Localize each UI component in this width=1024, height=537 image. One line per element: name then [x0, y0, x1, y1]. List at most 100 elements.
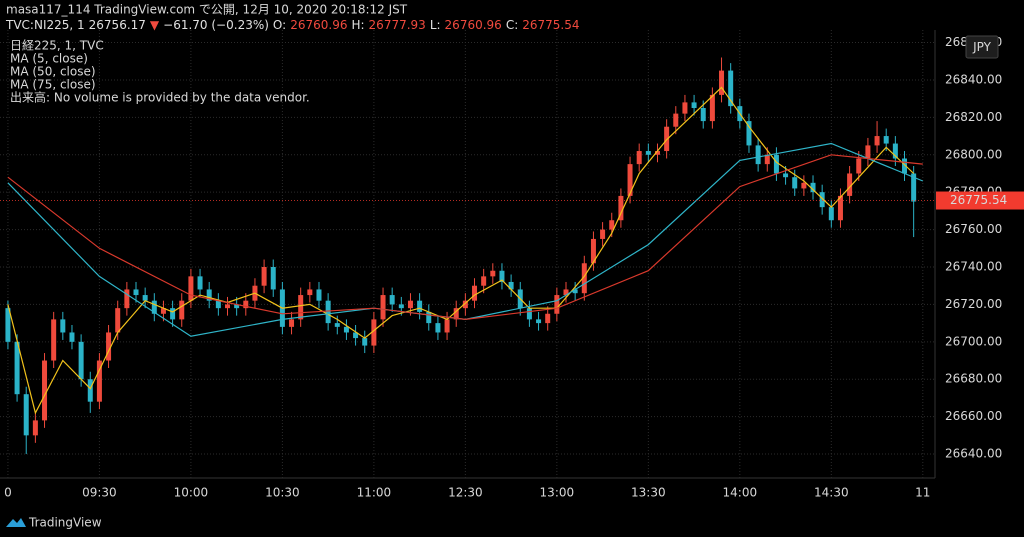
- last-price-label: 26775.54: [950, 193, 1007, 207]
- brand-name: TradingView: [28, 516, 102, 530]
- candle-body: [106, 332, 112, 361]
- y-tick-label: 26640.00: [945, 447, 1002, 461]
- candle-body: [755, 145, 761, 165]
- candle-body: [481, 276, 487, 286]
- candle-body: [462, 300, 468, 309]
- candle-body: [554, 295, 560, 314]
- x-tick-label: 13:30: [631, 486, 666, 500]
- quote-part: O:: [273, 18, 286, 32]
- brand: TradingView: [6, 516, 102, 530]
- candle-body: [206, 289, 212, 301]
- candle-body: [856, 158, 862, 174]
- ma-line: [7, 86, 915, 415]
- candle-body: [398, 304, 404, 309]
- candle-body: [87, 379, 93, 402]
- y-tick-label: 26680.00: [945, 372, 1002, 386]
- legend-entry: 日経225, 1, TVC: [10, 39, 104, 53]
- quote-part: TVC:NI225, 1: [5, 18, 85, 32]
- candle-body: [536, 319, 542, 324]
- candle-body: [42, 360, 48, 421]
- candle-body: [325, 300, 331, 324]
- candle-body: [773, 154, 779, 174]
- candle-body: [389, 295, 395, 305]
- x-tick-label: 12:30: [448, 486, 483, 500]
- candle-body: [243, 300, 249, 309]
- candle-body: [563, 289, 569, 296]
- candle-body: [453, 308, 459, 320]
- candle-body: [627, 164, 633, 196]
- publisher: masa117_114 TradingView.com で公開, 12月 10,…: [6, 3, 408, 17]
- x-tick-label: 14:00: [723, 486, 758, 500]
- candle-body: [746, 121, 752, 146]
- candle-body: [645, 151, 651, 155]
- currency: JPY: [972, 40, 992, 54]
- candle-body: [362, 338, 368, 346]
- candle-body: [197, 276, 203, 290]
- candle-body: [170, 308, 176, 320]
- legend-entry: MA (5, close): [10, 52, 88, 66]
- candle-body: [353, 332, 359, 339]
- candle-body: [883, 136, 889, 144]
- candle-body: [545, 313, 551, 324]
- candle-body: [590, 238, 596, 264]
- quote-part: ▼: [150, 18, 160, 32]
- candle-body: [618, 195, 624, 221]
- y-tick-label: 26820.00: [945, 110, 1002, 124]
- candle-body: [792, 177, 798, 189]
- x-tick-label: 10:00: [174, 486, 209, 500]
- y-tick-label: 26720.00: [945, 297, 1002, 311]
- candle-body: [124, 289, 130, 309]
- y-tick-label: 26840.00: [945, 72, 1002, 86]
- candle-body: [664, 126, 670, 152]
- candle-body: [691, 102, 697, 109]
- candle-body: [490, 270, 496, 277]
- candle-body: [224, 304, 230, 309]
- candle-body: [371, 319, 377, 346]
- x-tick-label: 11: [915, 486, 930, 500]
- candle-body: [728, 70, 734, 107]
- candle-body: [847, 173, 853, 196]
- ma-line: [7, 154, 923, 321]
- quote-part: C:: [506, 18, 518, 32]
- candle-body: [874, 136, 880, 146]
- last-price-box: [936, 191, 1024, 210]
- y-tick-label: 26800.00: [945, 147, 1002, 161]
- candle-body: [581, 263, 587, 294]
- candle-body: [133, 289, 139, 296]
- candle-body: [600, 229, 606, 239]
- quote-part: 26775.54: [522, 18, 579, 32]
- candle-body: [700, 108, 706, 122]
- candle-body: [5, 308, 11, 342]
- quote-line: TVC:NI225, 1 26756.17 ▼ −61.70 (−0.23%) O: 26…: [5, 18, 580, 32]
- candle-body: [32, 420, 38, 436]
- x-tick-label: 09:30: [82, 486, 117, 500]
- candle-body: [151, 300, 157, 314]
- y-tick-label: 26740.00: [945, 260, 1002, 274]
- candle-body: [526, 308, 532, 320]
- candle-body: [508, 281, 514, 290]
- candle-body: [407, 300, 413, 309]
- candle-body: [426, 311, 432, 324]
- candle-body: [911, 173, 917, 202]
- x-tick-label: 10:30: [265, 486, 300, 500]
- candle-body: [719, 70, 725, 95]
- x-tick-label: 13:00: [540, 486, 575, 500]
- candle-body: [160, 308, 166, 314]
- y-tick-label: 26700.00: [945, 334, 1002, 348]
- candle-body: [499, 270, 505, 282]
- candle-body: [298, 295, 304, 320]
- candle-body: [673, 113, 679, 127]
- quote-part: −61.70 (−0.23%): [163, 18, 269, 32]
- candle-body: [837, 195, 843, 221]
- candle-body: [307, 289, 313, 296]
- candle-body: [682, 102, 688, 114]
- brand-logo: [6, 518, 26, 527]
- candle-body: [78, 341, 84, 380]
- candle-body: [764, 154, 770, 165]
- candle-body: [261, 267, 267, 286]
- candle-body: [215, 300, 221, 309]
- candle-body: [96, 360, 102, 402]
- quote-part: 26756.17: [89, 18, 146, 32]
- legend-entry: MA (50, close): [10, 65, 96, 79]
